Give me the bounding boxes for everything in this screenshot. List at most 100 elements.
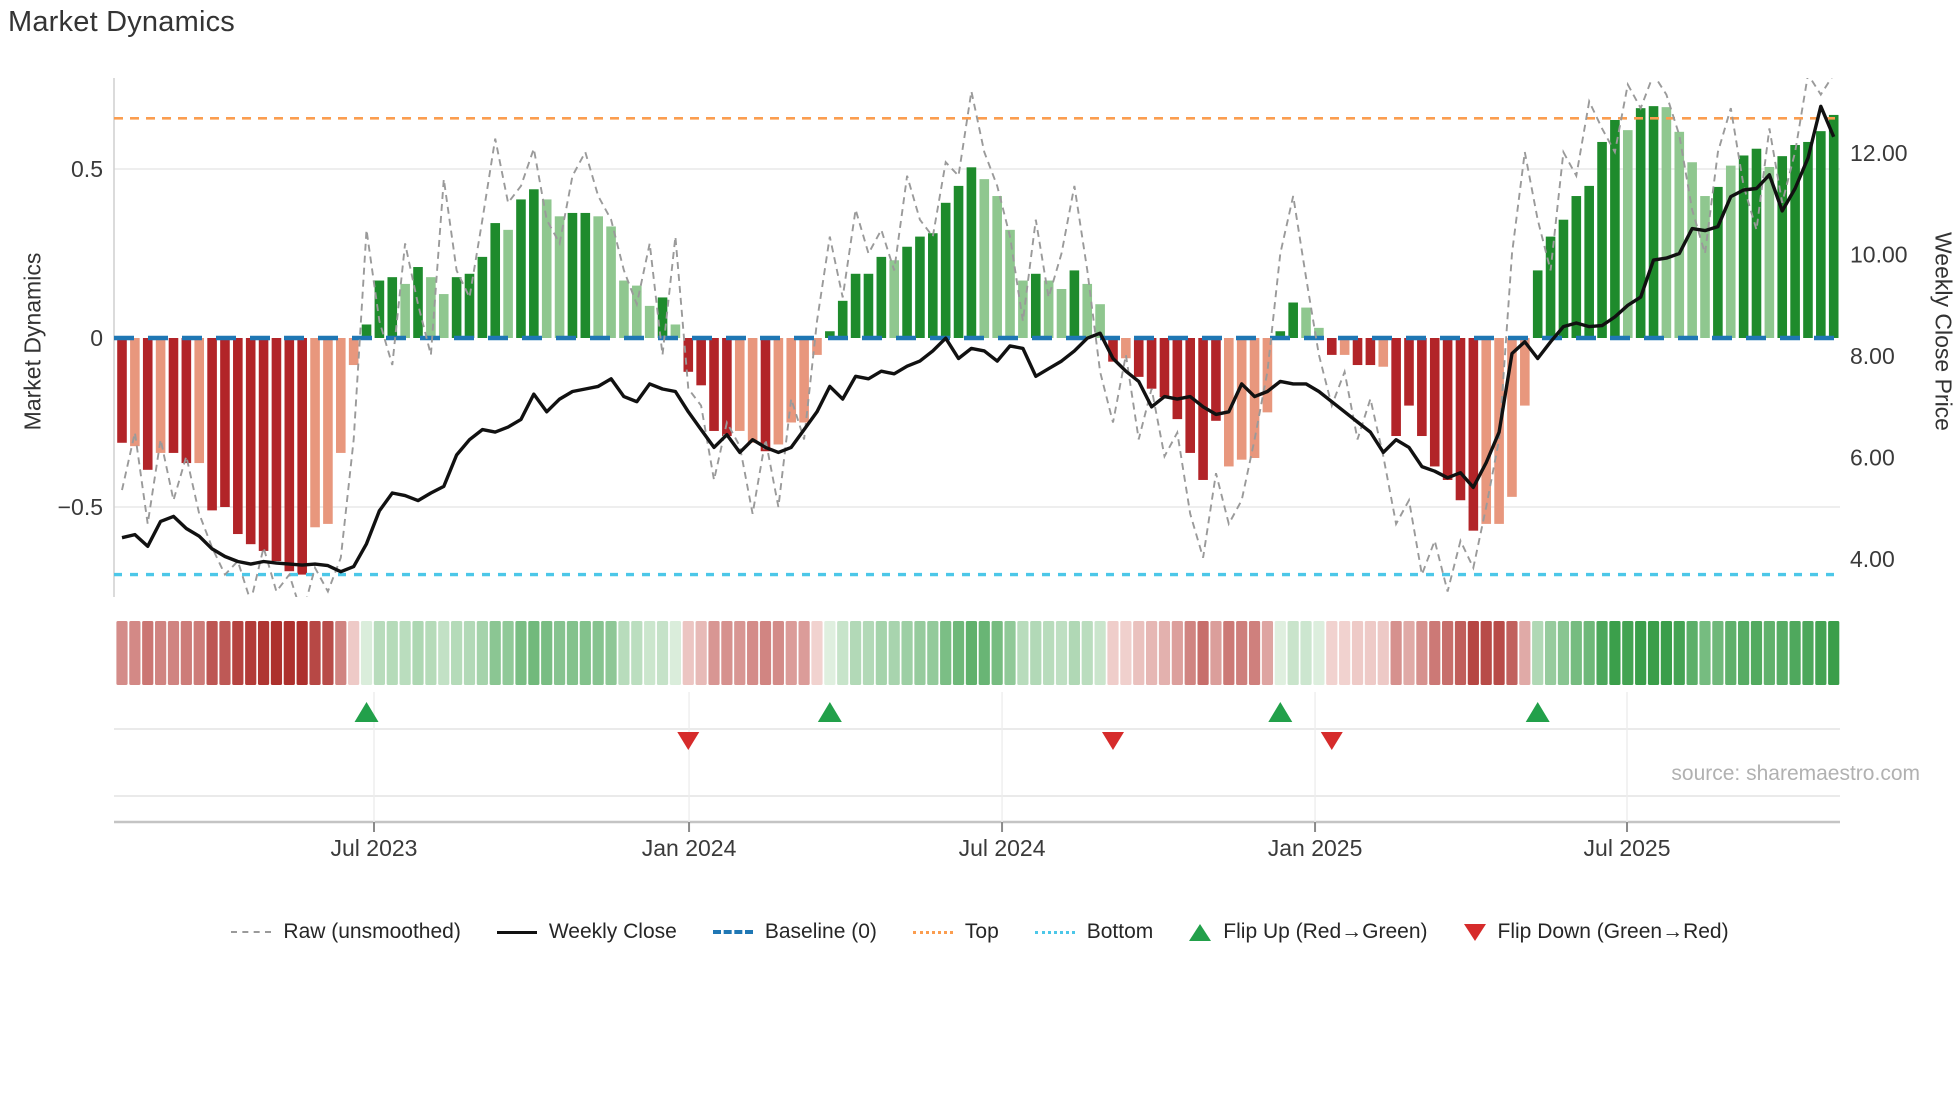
oscillator-bar [1365, 338, 1376, 366]
oscillator-bar [580, 212, 591, 338]
heatmap-cell [1454, 621, 1467, 685]
oscillator-bar [863, 273, 874, 338]
oscillator-bar [1584, 185, 1594, 338]
oscillator-bar [889, 260, 899, 338]
heatmap-cell [669, 621, 682, 685]
heatmap-cell [451, 621, 463, 685]
legend-item[interactable]: Baseline (0) [712, 920, 877, 944]
heatmap-cell [1815, 621, 1827, 685]
heatmap-cell [1712, 621, 1724, 685]
heatmap-cell [1686, 621, 1698, 685]
oscillator-bar [940, 202, 951, 338]
legend-label: Top [964, 920, 999, 943]
oscillator-bar [1713, 186, 1723, 338]
oscillator-bar [1082, 283, 1093, 338]
heatmap-cell [1429, 621, 1441, 685]
oscillator-bar [130, 338, 140, 447]
heatmap-cell [335, 621, 347, 685]
oscillator-bar [168, 338, 179, 453]
heatmap-cell [155, 621, 167, 685]
oscillator-bar [1378, 338, 1389, 367]
heatmap-cell [1313, 621, 1325, 685]
baseline-dash-swatch [712, 930, 753, 934]
oscillator-bar [1314, 327, 1324, 338]
oscillator-bar [1030, 273, 1041, 338]
heatmap-cell [1287, 621, 1299, 685]
weekly-close-line-swatch [496, 930, 537, 934]
left-axis-tick-label: −0.5 [58, 494, 103, 520]
heatmap-cell [952, 621, 965, 685]
heatmap-cell [1158, 621, 1171, 685]
legend-item[interactable]: Top [912, 920, 999, 944]
weekly-close-line [121, 104, 1836, 574]
oscillator-bar [606, 226, 616, 338]
heatmap-cell [811, 621, 823, 685]
legend-item[interactable]: Weekly Close [496, 920, 677, 944]
oscillator-bar [310, 338, 320, 528]
oscillator-bar [1236, 338, 1247, 460]
heatmap-cell [1326, 621, 1338, 685]
heatmap-cell [1351, 621, 1364, 685]
heatmap-cell [772, 621, 784, 685]
flip-down-triangle-icon [1463, 923, 1486, 941]
heatmap-cell [1596, 621, 1608, 685]
heatmap-cell [1557, 621, 1570, 685]
oscillator-bar [799, 338, 809, 423]
heatmap-cell [1055, 621, 1068, 685]
heatmap-cell [219, 621, 231, 685]
oscillator-bar [1095, 304, 1105, 338]
legend-item[interactable]: Flip Up (Red→Green) [1189, 920, 1428, 944]
oscillator-bar [1700, 196, 1710, 338]
legend-item[interactable]: Flip Down (Green→Red) [1463, 920, 1729, 944]
heatmap-cell [1532, 621, 1544, 685]
legend-item[interactable]: Bottom [1034, 920, 1154, 944]
heatmap-cell [991, 621, 1003, 685]
heatmap-cell [129, 621, 141, 685]
oscillator-bar [902, 246, 912, 338]
oscillator-bar [490, 223, 501, 338]
oscillator-bar [1648, 106, 1659, 339]
heatmap-cell [875, 621, 887, 685]
oscillator-bar [1622, 130, 1633, 338]
oscillator-bar [1069, 270, 1080, 338]
oscillator-bar [1481, 338, 1492, 524]
heatmap-cell [1043, 621, 1055, 685]
heatmap-cell [322, 621, 334, 685]
right-axis-title: Weekly Close Price [1930, 232, 1957, 431]
heatmap-cell [1647, 621, 1660, 685]
heatmap-cell [1390, 621, 1402, 685]
heatmap-cell [862, 621, 875, 685]
oscillator-bar [644, 305, 655, 338]
oscillator-bar [1146, 338, 1157, 389]
heatmap-cell [476, 621, 488, 685]
heatmap-cell [360, 621, 373, 685]
heatmap-cell [1120, 621, 1132, 685]
legend-label: Bottom [1086, 920, 1154, 943]
oscillator-bar [1429, 338, 1440, 467]
heatmap-cell [245, 621, 257, 685]
heatmap-cell [1442, 621, 1454, 685]
flip-down-marker [1101, 732, 1124, 750]
heatmap-cell [167, 621, 180, 685]
heatmap-cell [502, 621, 514, 685]
oscillator-bar [1224, 338, 1234, 467]
heatmap-strip [116, 621, 1840, 685]
heatmap-cell [1210, 621, 1222, 685]
oscillator-bar [1751, 148, 1762, 338]
x-axis-tick-label: Jul 2024 [959, 835, 1046, 861]
source-credit: source: sharemaestro.com [1671, 762, 1920, 785]
heatmap-cell [425, 621, 437, 685]
heatmap-cell [1068, 621, 1080, 685]
legend-item[interactable]: Raw (unsmoothed) [231, 920, 461, 944]
heatmap-cell [592, 621, 604, 685]
heatmap-cell [399, 621, 411, 685]
heatmap-cell [489, 621, 501, 685]
oscillator-bar [1455, 338, 1466, 501]
heatmap-cell [1197, 621, 1209, 685]
oscillator-bar [258, 338, 269, 551]
oscillator-bar [1211, 338, 1221, 421]
oscillator-bar [361, 324, 372, 338]
heatmap-cell [618, 621, 630, 685]
oscillator-bar [438, 294, 449, 338]
